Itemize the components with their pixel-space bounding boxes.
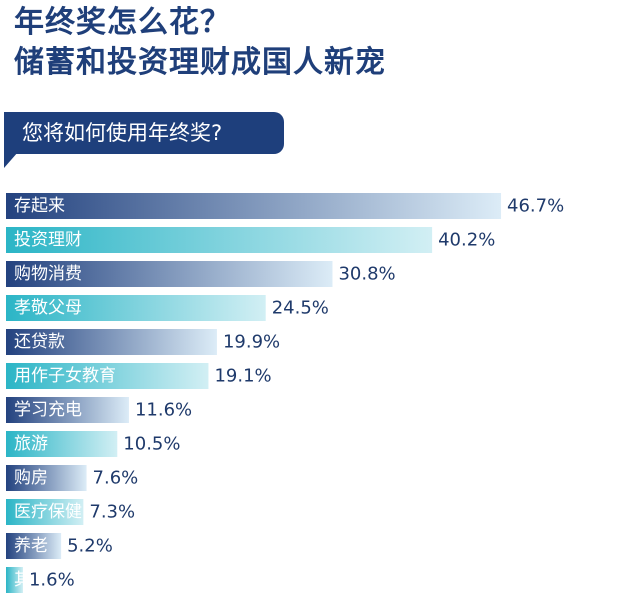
bar-row: 存起来 46.7% — [6, 193, 564, 219]
bar — [6, 193, 502, 219]
bar-value-label: 19.1% — [214, 366, 271, 387]
bar-category-label: 购物消费 — [14, 264, 82, 284]
bar-category-label: 其他 — [14, 570, 48, 590]
bar-value-label: 10.5% — [123, 434, 180, 455]
bar-row: 还贷款 19.9% — [6, 329, 280, 355]
bar-category-label: 存起来 — [14, 196, 65, 216]
bar-value-label: 7.6% — [93, 468, 139, 489]
bar — [6, 227, 433, 253]
bar — [6, 533, 62, 559]
bar-row: 购物消费 30.8% — [6, 261, 396, 287]
bar — [6, 363, 209, 389]
bar-value-label: 19.9% — [223, 332, 280, 353]
question-box: 您将如何使用年终奖? — [4, 112, 284, 154]
bar-value-label: 40.2% — [438, 230, 495, 251]
bar-category-label: 投资理财 — [14, 230, 82, 250]
bar — [6, 567, 23, 593]
bar-row: 其他1.6% — [6, 567, 75, 593]
bar-value-label: 1.6% — [29, 570, 75, 591]
bar-row: 医疗保健 7.3% — [6, 499, 135, 525]
bar-category-label: 还贷款 — [14, 332, 65, 352]
bar-value-label: 24.5% — [272, 298, 329, 319]
bar-value-label: 11.6% — [135, 400, 192, 421]
page-title-line-1: 年终奖怎么花？ — [14, 5, 231, 40]
bar-row: 购房 7.6% — [6, 465, 138, 491]
bar-row: 学习充电 11.6% — [6, 397, 192, 423]
bar-category-label: 养老 — [14, 536, 48, 556]
bar-row: 养老 5.2% — [6, 533, 113, 559]
bar — [6, 295, 266, 321]
bar-row: 用作子女教育 19.1% — [6, 363, 272, 389]
bar-category-label: 旅游 — [14, 434, 48, 454]
bar — [6, 499, 84, 525]
question-text: 您将如何使用年终奖? — [22, 121, 223, 145]
bar-category-label: 购房 — [14, 468, 48, 488]
bar-value-label: 30.8% — [338, 264, 395, 285]
bar-value-label: 5.2% — [67, 536, 113, 557]
bar-category-label: 学习充电 — [14, 400, 82, 420]
bar — [6, 397, 129, 423]
bar-row: 旅游 10.5% — [6, 431, 180, 457]
bar-row: 投资理财 40.2% — [6, 227, 495, 253]
question-banner-tail — [4, 152, 18, 168]
bar — [6, 329, 217, 355]
bar-row: 孝敬父母 24.5% — [6, 295, 329, 321]
bar-value-label: 7.3% — [89, 502, 135, 523]
bar — [6, 431, 118, 457]
bars-group: 存起来 46.7% 投资理财 40.2% 购物消费 30.8% 孝敬父母 24.5% 还贷款 19… — [6, 193, 564, 593]
bar-category-label: 医疗保健 — [14, 502, 82, 522]
bar-value-label: 46.7% — [507, 196, 564, 217]
bar-category-label: 用作子女教育 — [14, 366, 116, 386]
bar — [6, 465, 87, 491]
bar — [6, 261, 333, 287]
question-banner: 您将如何使用年终奖? — [4, 112, 284, 170]
page-title-line-2: 储蓄和投资理财成国人新宠 — [14, 45, 386, 80]
bar-category-label: 孝敬父母 — [14, 298, 82, 318]
